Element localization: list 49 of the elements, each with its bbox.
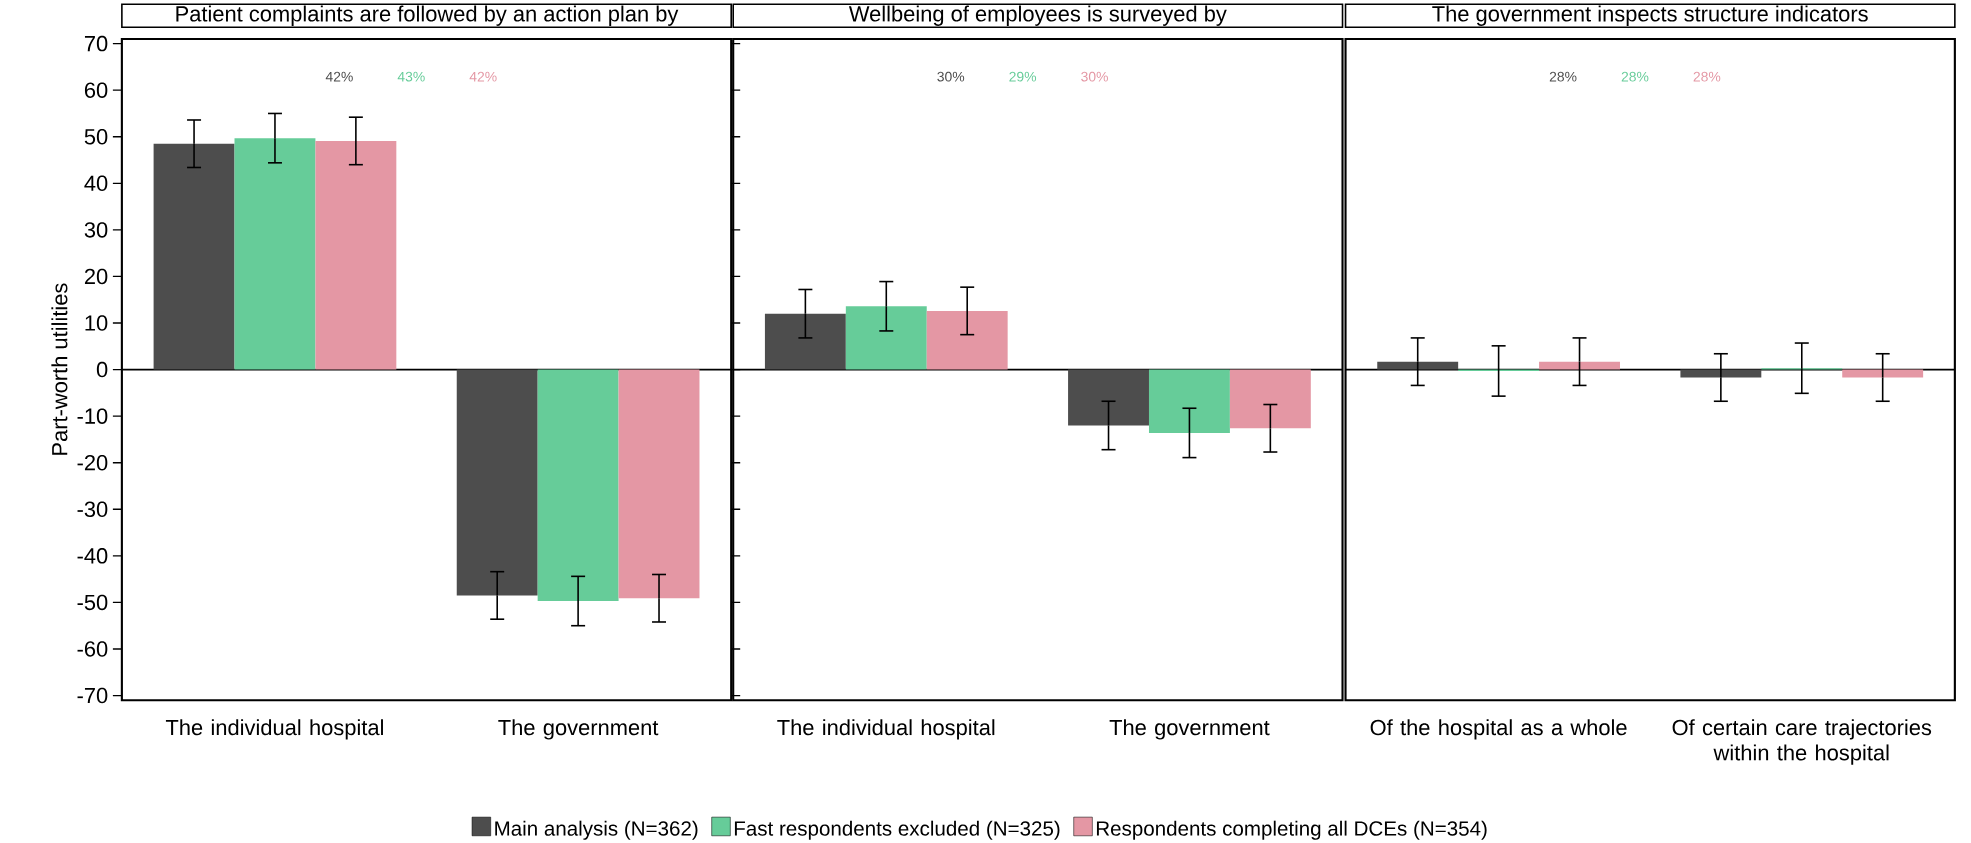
y-tick-label: 50 <box>84 129 108 145</box>
y-tick-label: -10 <box>77 408 108 424</box>
x-tick-label: The government <box>498 719 659 740</box>
annotation: 28% <box>1549 71 1577 82</box>
chart-title: Patient complaints are followed by an action plan by <box>176 5 679 26</box>
y-tick-label: 20 <box>84 268 108 285</box>
y-tick-label: -60 <box>77 641 108 657</box>
legend-label: Respondents completing all DCEs (N=354) <box>1096 820 1487 840</box>
annotation: 42% <box>469 71 497 82</box>
annotation: 28% <box>1693 71 1721 82</box>
x-tick-label: The individual hospital <box>777 719 995 740</box>
annotation: 43% <box>397 71 425 82</box>
y-tick-label: 30 <box>84 222 108 238</box>
annotation: 30% <box>937 71 965 82</box>
annotation: 42% <box>325 71 353 82</box>
x-tick-label: The individual hospital <box>165 719 383 740</box>
legend-label: Main analysis (N=362) <box>495 820 698 840</box>
annotation: 28% <box>1621 71 1649 82</box>
bar <box>234 138 316 370</box>
y-tick-label: -70 <box>77 687 108 704</box>
y-tick-label: 70 <box>84 35 108 52</box>
bar <box>1068 369 1149 426</box>
y-tick-label: -30 <box>77 501 108 518</box>
y-tick-label: 40 <box>84 175 108 192</box>
chart-title: Wellbeing of employees is surveyed by <box>848 5 1227 26</box>
x-tick-label: Of the hospital as a whole <box>1370 719 1627 740</box>
y-tick-label: -20 <box>77 455 108 471</box>
bar <box>537 369 619 602</box>
chart-title: The government inspects structure indicators <box>1432 5 1868 26</box>
x-tick-label: Of certain care trajectories within the hospital <box>1672 719 1932 765</box>
y-tick-label: 0 <box>96 361 108 378</box>
y-tick-label: -50 <box>77 594 108 611</box>
annotation: 30% <box>1081 71 1108 82</box>
annotation: 29% <box>1009 71 1037 82</box>
bar <box>153 143 235 370</box>
bar <box>456 369 538 596</box>
bar <box>1229 369 1311 429</box>
bar <box>845 306 927 370</box>
bar <box>1148 369 1230 433</box>
bar <box>926 310 1008 370</box>
y-tick-label: -40 <box>77 548 108 564</box>
bar <box>618 369 700 599</box>
y-tick-label: 10 <box>85 315 108 331</box>
x-tick-label: The government <box>1109 719 1270 740</box>
bar <box>764 313 846 370</box>
bar <box>315 141 397 370</box>
y-axis-title: Part-worth utilities <box>51 283 68 455</box>
y-tick-label: 60 <box>84 82 108 98</box>
legend-label: Fast respondents excluded (N=325) <box>734 820 1060 840</box>
